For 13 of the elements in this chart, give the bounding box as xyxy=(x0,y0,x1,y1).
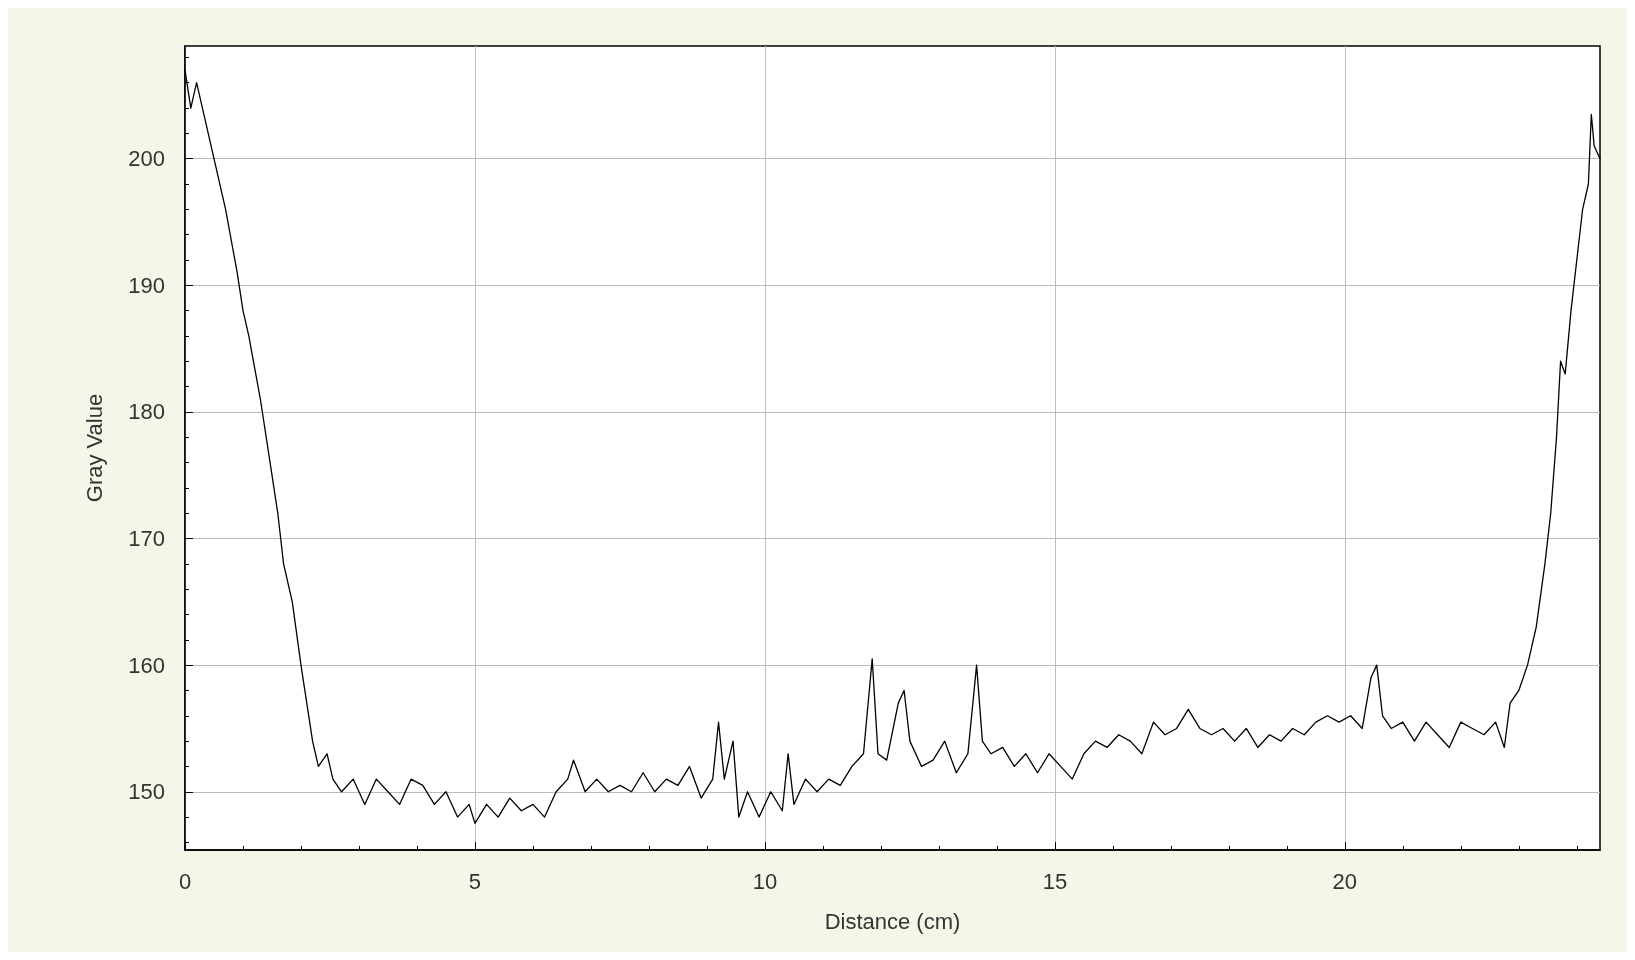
x-tick-label: 0 xyxy=(178,868,192,894)
y-axis-title: Gray Value xyxy=(81,393,107,503)
y-tick-label: 170 xyxy=(128,526,165,552)
y-tick-label: 190 xyxy=(128,272,165,298)
y-tick-label: 200 xyxy=(128,146,165,172)
x-axis-title: Distance (cm) xyxy=(824,908,961,934)
y-tick-label: 180 xyxy=(128,399,165,425)
y-tick-label: 160 xyxy=(128,652,165,678)
x-tick-label: 5 xyxy=(468,868,482,894)
x-tick-label: 20 xyxy=(1332,868,1358,894)
x-tick-label: 15 xyxy=(1042,868,1068,894)
x-tick-label: 10 xyxy=(752,868,778,894)
y-tick-label: 150 xyxy=(128,779,165,805)
